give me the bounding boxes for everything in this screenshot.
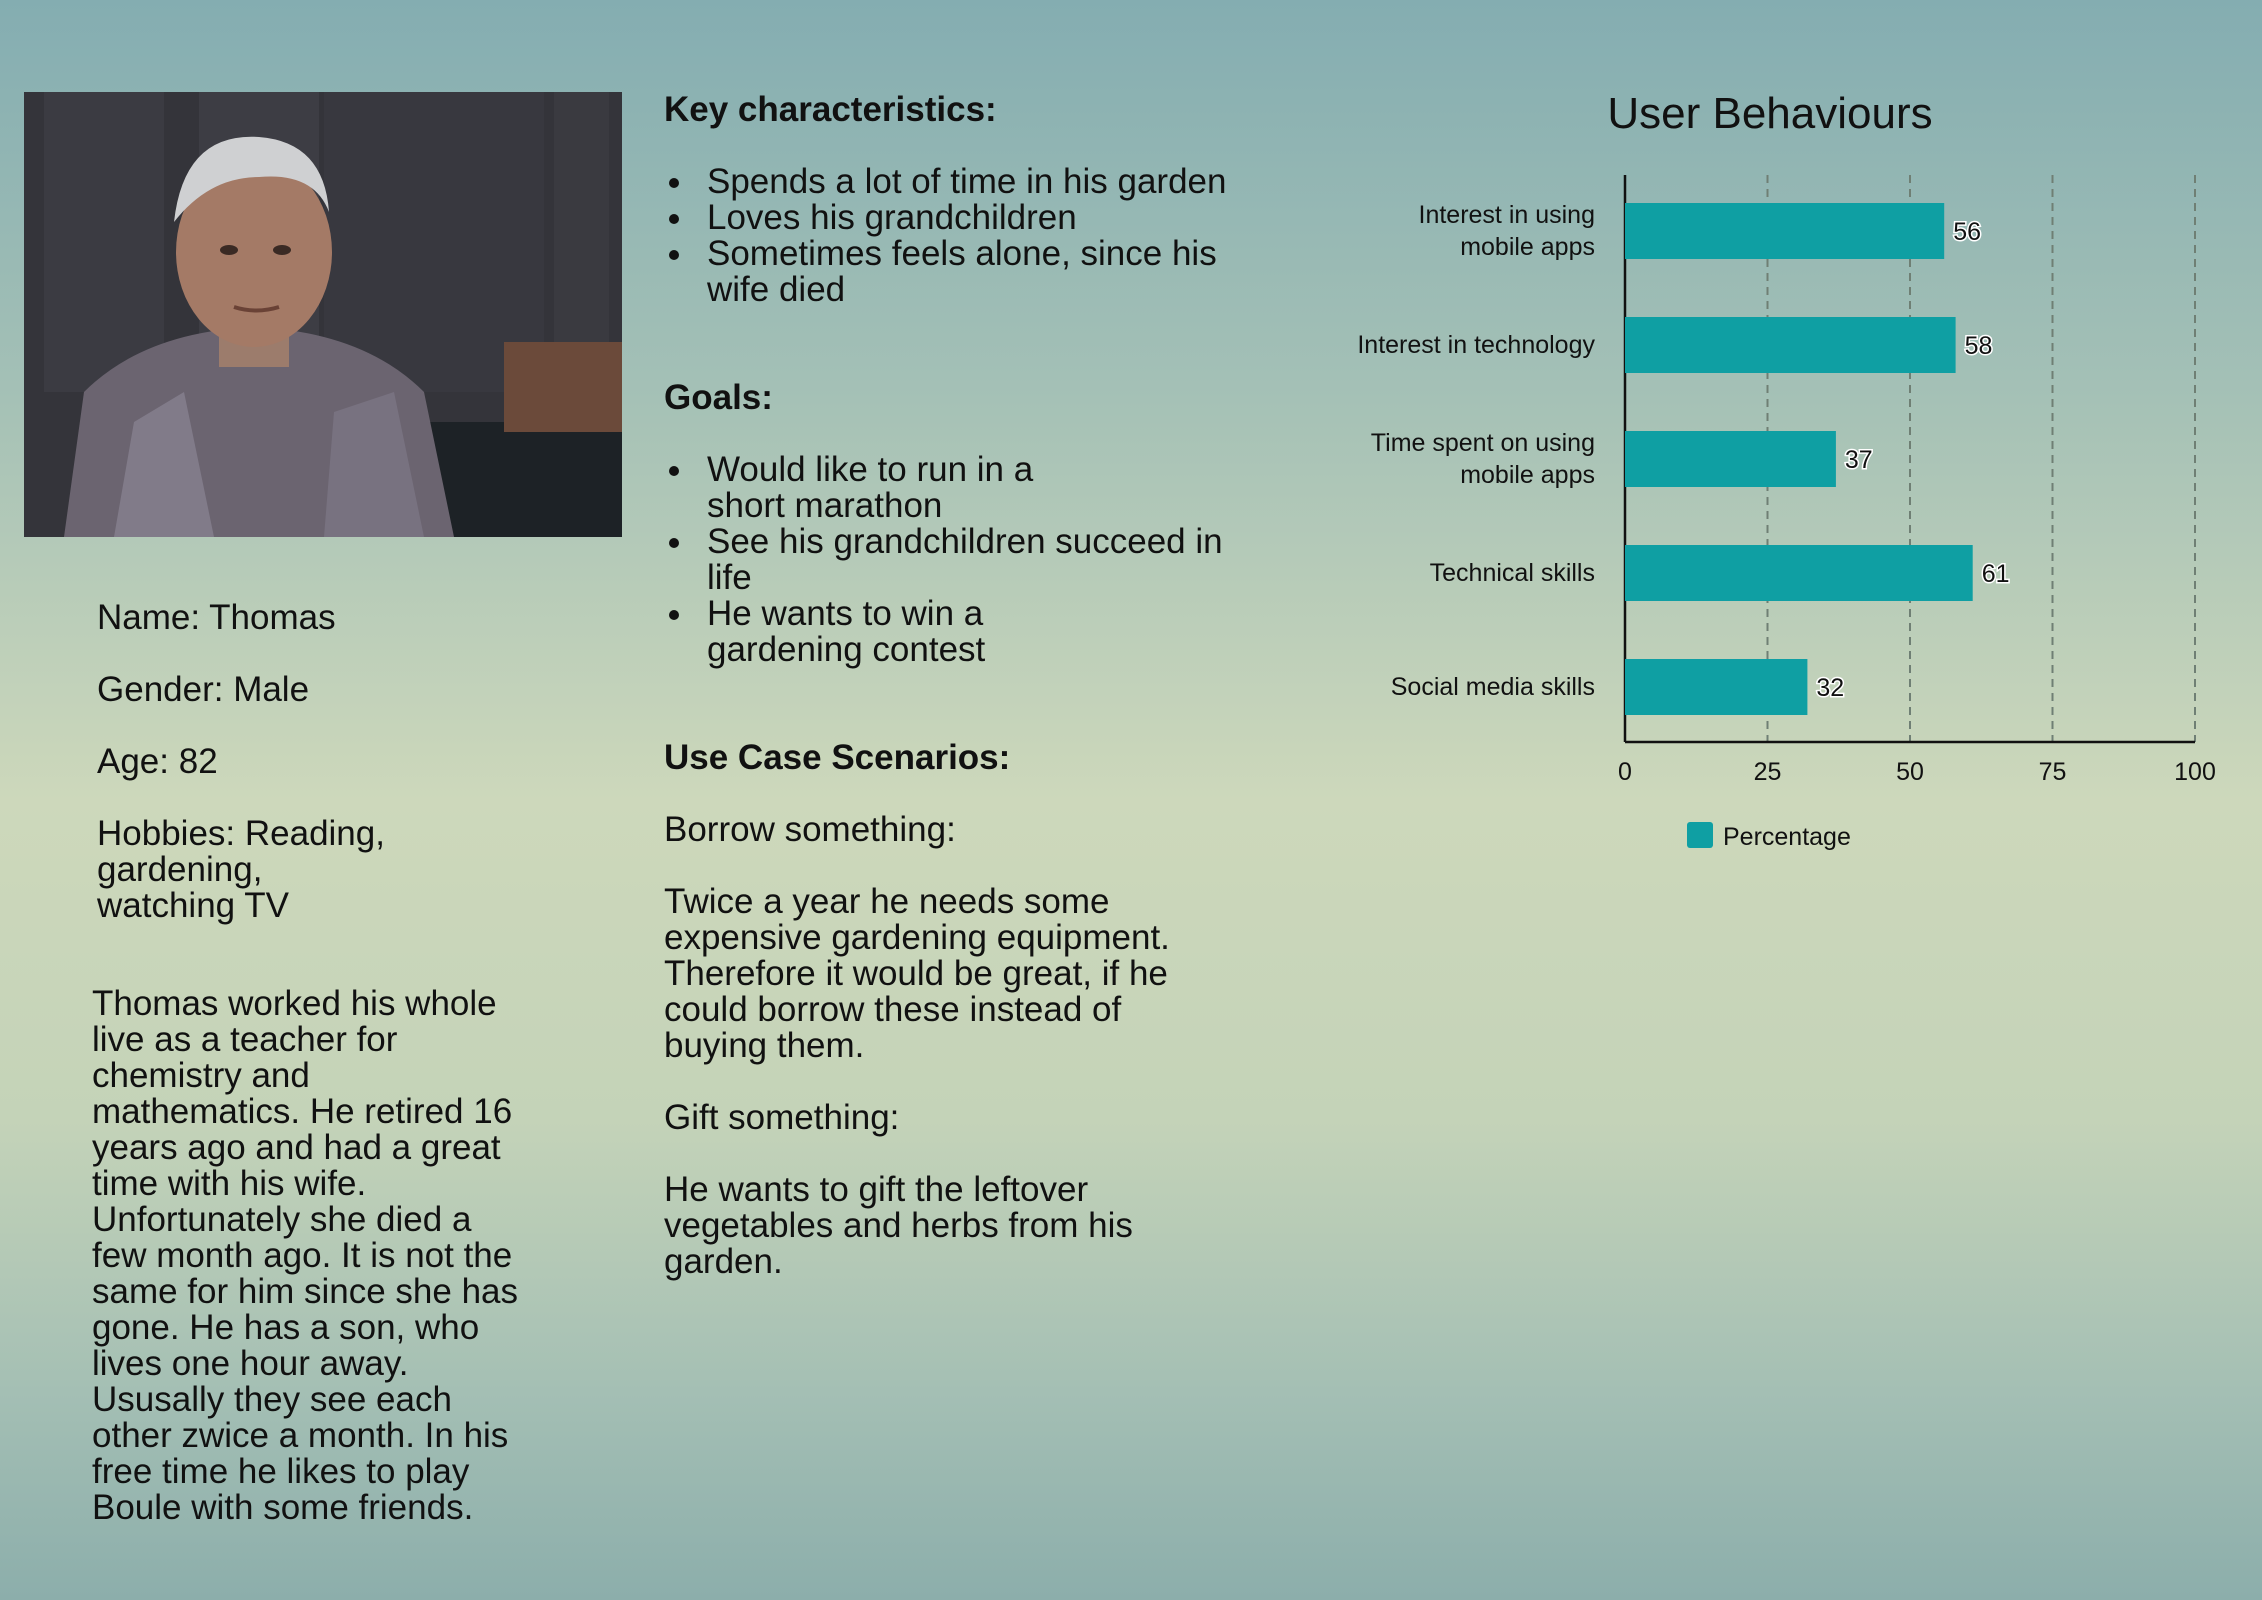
list-item: Sometimes feels alone, since his wife di…: [664, 236, 1254, 308]
scenarios-heading: Use Case Scenarios:: [664, 738, 1011, 777]
gift-title: Gift something:: [664, 1098, 900, 1137]
bar: [1625, 659, 1808, 715]
profile-details: Name: Thomas Gender: Male Age: 82 Hobbie…: [97, 600, 517, 960]
category-label: Technical skills: [1430, 559, 1595, 587]
list-item: Loves his grandchildren: [664, 200, 1254, 236]
borrow-text: Twice a year he needs some expensive gar…: [664, 882, 1170, 1065]
list-item: Spends a lot of time in his garden: [664, 164, 1254, 200]
list-item: Would like to run in a short marathon: [664, 452, 1254, 524]
category-label: Interest in using mobile apps: [1419, 201, 1596, 261]
goals-heading: Goals:: [664, 378, 773, 417]
bullet-icon: [669, 538, 679, 548]
category-label: Social media skills: [1391, 673, 1595, 701]
bar: [1625, 203, 1945, 259]
characteristics-heading: Key characteristics:: [664, 90, 997, 129]
bullet-icon: [669, 250, 679, 260]
bar: [1625, 431, 1836, 487]
user-photo: [24, 92, 622, 537]
x-tick-label: 0: [1618, 758, 1632, 786]
legend-swatch: [1687, 822, 1713, 848]
data-label: 58: [1965, 332, 1993, 360]
bullet-icon: [669, 610, 679, 620]
profile-name: Name: Thomas: [97, 598, 336, 637]
list-item: He wants to win a gardening contest: [664, 596, 1254, 668]
legend-label: Percentage: [1723, 823, 1851, 851]
bullet-icon: [669, 214, 679, 224]
scenarios-section: Use Case Scenarios: Borrow something: Tw…: [664, 740, 1254, 1280]
data-label: 37: [1845, 446, 1873, 474]
data-label: 56: [1953, 218, 1981, 246]
characteristics-section: Key characteristics: Spends a lot of tim…: [664, 92, 1254, 308]
user-behaviours-chart: User Behaviours 0 25 50 75 100 56 Interest in u…: [1280, 70, 2240, 870]
category-label: Interest in technology: [1357, 331, 1595, 359]
x-tick-label: 25: [1754, 758, 1782, 786]
list-item: See his grandchildren succeed in life: [664, 524, 1254, 596]
x-tick-label: 75: [2039, 758, 2067, 786]
characteristics-list: Spends a lot of time in his garden Loves…: [664, 164, 1254, 308]
bar: [1625, 317, 1956, 373]
borrow-title: Borrow something:: [664, 810, 956, 849]
category-label: Time spent on using mobile apps: [1371, 429, 1595, 489]
goals-section: Goals: Would like to run in a short mara…: [664, 380, 1254, 668]
profile-age: Age: 82: [97, 742, 218, 781]
chart-title: User Behaviours: [1607, 89, 1932, 138]
x-tick-label: 50: [1896, 758, 1924, 786]
chart-svg: User Behaviours 0 25 50 75 100 56 Interest in u…: [1357, 89, 2216, 851]
profile-hobbies: Hobbies: Reading, gardening, watching TV: [97, 814, 385, 925]
profile-bio: Thomas worked his whole live as a teache…: [92, 984, 519, 1527]
bullet-icon: [669, 178, 679, 188]
data-label: 32: [1816, 674, 1844, 702]
profile-gender: Gender: Male: [97, 670, 310, 709]
data-label: 61: [1982, 560, 2010, 588]
bar: [1625, 545, 1973, 601]
goals-list: Would like to run in a short marathon Se…: [664, 452, 1254, 668]
bullet-icon: [669, 466, 679, 476]
x-tick-label: 100: [2174, 758, 2216, 786]
gift-text: He wants to gift the leftover vegetables…: [664, 1170, 1133, 1281]
